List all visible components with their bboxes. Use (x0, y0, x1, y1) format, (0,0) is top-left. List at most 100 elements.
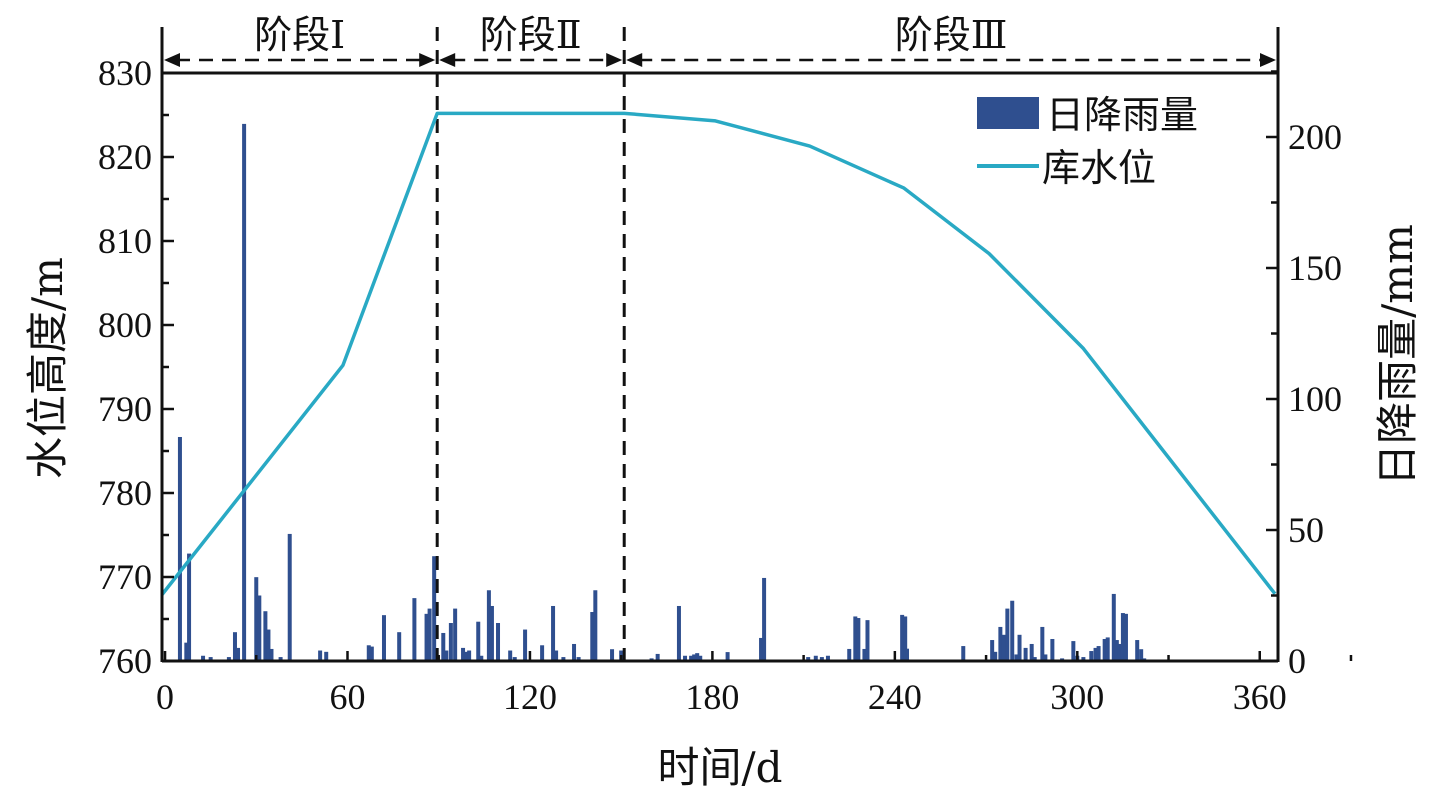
rainfall-bar (318, 650, 323, 661)
rainfall-bar (476, 621, 481, 661)
rainfall-bar (689, 655, 694, 661)
x-tick-label: 360 (1233, 677, 1287, 717)
rainfall-bar (1005, 608, 1010, 661)
rainfall-bar (676, 605, 681, 661)
x-tick-label: 120 (503, 677, 557, 717)
rainfall-bar (695, 653, 700, 661)
rainfall-bar (847, 648, 852, 661)
ticks: 0 60 120 180 240 300 360 760 770 780 790 800 810 820 8… (98, 53, 1353, 717)
rainfall-bar (572, 643, 577, 661)
rainfall-bar (187, 553, 192, 661)
stage-annotations: 阶段Ⅰ 阶段Ⅱ 阶段Ⅲ (164, 13, 1276, 67)
rainfall-bar (1050, 638, 1055, 661)
rainfall-bar (806, 657, 811, 661)
y-left-tick-label: 770 (98, 557, 152, 597)
rainfall-bar (269, 648, 274, 661)
rainfall-bar (561, 657, 566, 661)
y-right-tick-label: 50 (1288, 510, 1324, 550)
y-left-tick-label: 810 (98, 221, 152, 261)
rainfall-bar (366, 645, 371, 661)
rainfall-bar (1105, 637, 1110, 661)
y-right-tick-label: 200 (1288, 117, 1342, 157)
rainfall-bar (961, 646, 966, 661)
rainfall-bar (369, 646, 374, 661)
rainfall-bar (381, 615, 386, 661)
rainfall-bar (856, 618, 861, 661)
rainfall-bar (1023, 647, 1028, 661)
x-tick-label: 240 (868, 677, 922, 717)
rainfall-bar (257, 595, 262, 661)
rainfall-bar (177, 436, 182, 661)
stage-dividers (435, 27, 626, 661)
stage-label: 阶段Ⅰ (254, 13, 345, 57)
rainfall-bar (441, 632, 446, 661)
rainfall-bar (427, 608, 432, 661)
rainfall-bar (184, 642, 189, 661)
rainfall-bar (576, 657, 581, 661)
legend-label-rainfall: 日降雨量 (1046, 93, 1198, 137)
rainfall-bar (554, 650, 559, 661)
rainfall-bar (467, 650, 472, 661)
rainfall-bar (683, 655, 688, 661)
rainfall-bar (278, 657, 283, 661)
rainfall-bar (590, 612, 595, 661)
rainfall-bar (692, 654, 697, 661)
rainfall-bar (1093, 647, 1098, 661)
y-left-tick-label: 760 (98, 641, 152, 681)
rainfall-bar (1089, 651, 1094, 661)
rainfall-bar (593, 590, 598, 661)
y-right-tick-label: 0 (1288, 641, 1306, 681)
rainfall-bar (540, 645, 545, 661)
rainfall-bar (825, 655, 830, 661)
rainfall-bar (242, 123, 247, 661)
rainfall-bar (1102, 638, 1107, 661)
rainfall-bar (819, 657, 824, 661)
rainfall-bar (479, 655, 484, 661)
rainfall-bar (853, 616, 858, 661)
x-tick-label: 180 (685, 677, 739, 717)
rainfall-bar (998, 626, 1003, 661)
rainfall-bar (464, 651, 469, 661)
rainfall-bar (461, 647, 466, 661)
rainfall-bar (523, 629, 528, 661)
rainfall-bar (610, 649, 615, 661)
rainfall-bar (698, 655, 703, 661)
rainfall-bar (453, 608, 458, 661)
rainfall-bar (486, 590, 491, 661)
rainfall-bar (432, 556, 437, 661)
rainfall-bar (1111, 593, 1116, 661)
x-axis-title: 时间/d (657, 743, 782, 792)
y-left-tick-label: 780 (98, 473, 152, 513)
rainfall-bar (1114, 640, 1119, 661)
rainfall-bar (551, 605, 556, 661)
rainfall-bar (1135, 640, 1140, 661)
rainfall-bar (201, 655, 206, 661)
stage-label: 阶段Ⅲ (895, 13, 1008, 57)
stage-label: 阶段Ⅱ (480, 13, 582, 57)
water-level-line (160, 111, 1277, 596)
rainfall-bar (990, 640, 995, 661)
rainfall-bar (397, 632, 402, 661)
rainfall-bar (865, 620, 870, 661)
x-tick-label: 60 (329, 677, 365, 717)
rainfall-bar (1120, 613, 1125, 661)
y-right-tick-label: 150 (1288, 248, 1342, 288)
rainfall-bar (1001, 634, 1006, 661)
y-right-axis-title: 日降雨量/mm (1373, 224, 1422, 486)
rainfall-bar (1081, 657, 1086, 661)
y-left-axis-title: 水位高度/m (23, 257, 72, 479)
water-level-line-layer (160, 111, 1277, 596)
rainfall-bar (236, 647, 241, 661)
rainfall-bar (448, 623, 453, 661)
rainfall-bar (1040, 626, 1045, 661)
rainfall-bar (1096, 646, 1101, 661)
rainfall-bar (496, 623, 501, 661)
x-tick-label: 300 (1050, 677, 1104, 717)
arrow-right-icon (419, 53, 436, 67)
y-left-tick-label: 820 (98, 137, 152, 177)
rainfall-bar (862, 648, 867, 661)
rainfall-bar (254, 577, 259, 661)
arrow-right-icon (1260, 53, 1276, 67)
rainfall-bar (993, 651, 998, 661)
